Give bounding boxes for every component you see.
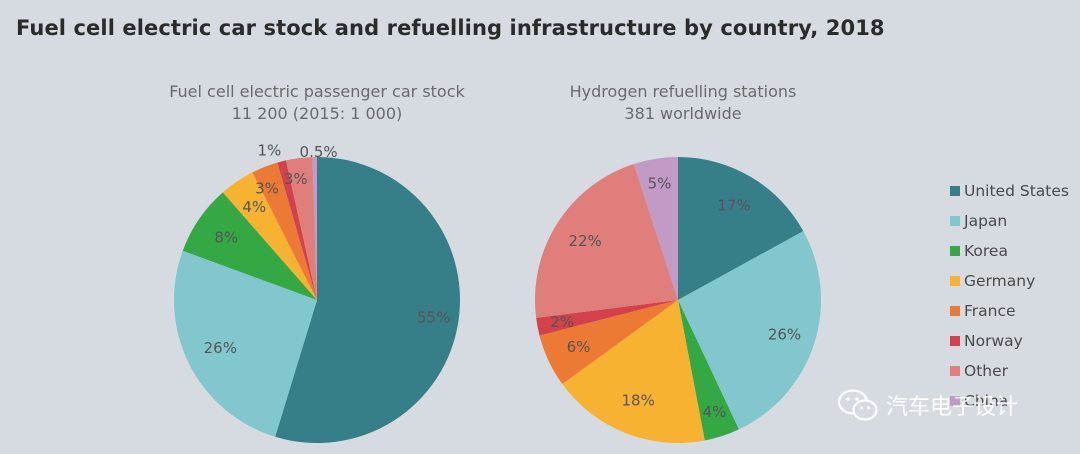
car-stock-slice-china	[312, 157, 317, 300]
legend-label-korea: Korea	[964, 242, 1008, 260]
car-stock-label-japan: 26%	[204, 339, 237, 357]
refuelling-stations-pie: 17% 26% 4% 18% 6% 2% 22% 5%	[535, 157, 821, 444]
car-stock-label-other: 3%	[284, 170, 308, 188]
car-stock-label-france: 3%	[255, 179, 279, 197]
car-stock-label-germany: 4%	[242, 198, 266, 216]
watermark: 汽车电子设计	[836, 388, 1018, 422]
car-stock-slice-united-states	[275, 157, 461, 444]
legend-item-korea: Korea	[950, 236, 1069, 266]
stations-slice-korea	[678, 300, 739, 441]
stations-label-united-states: 17%	[717, 196, 750, 214]
car-stock-label-korea: 8%	[214, 229, 238, 247]
stations-slice-other	[535, 164, 678, 318]
car-stock-slice-japan	[173, 250, 317, 437]
left-pie-total: 11 200 (2015: 1 000)	[231, 104, 403, 123]
legend-swatch-united-states	[950, 186, 960, 196]
legend-item-norway: Norway	[950, 326, 1069, 356]
legend-item-china: China	[950, 386, 1069, 416]
legend-item-germany: Germany	[950, 266, 1069, 296]
stations-slice-france	[539, 300, 678, 385]
right-pie-total: 381 worldwide	[624, 104, 742, 123]
stations-label-korea: 4%	[703, 403, 727, 421]
car-stock-label-united-states: 55%	[417, 309, 450, 327]
right-pie-subtitle: Hydrogen refuelling stations 381 worldwi…	[528, 81, 838, 125]
car-stock-slice-other	[285, 157, 317, 300]
chart-title: Fuel cell electric car stock and refuell…	[16, 16, 885, 40]
legend-label-norway: Norway	[964, 332, 1023, 350]
legend-item-france: France	[950, 296, 1069, 326]
left-pie-subtitle: Fuel cell electric passenger car stock 1…	[152, 81, 482, 125]
legend-label-japan: Japan	[964, 212, 1008, 230]
legend-swatch-other	[950, 366, 960, 376]
stations-slice-united-states	[678, 157, 804, 300]
stations-label-france: 6%	[567, 338, 591, 356]
legend-item-japan: Japan	[950, 206, 1069, 236]
legend-swatch-korea	[950, 246, 960, 256]
legend-swatch-germany	[950, 276, 960, 286]
legend-swatch-france	[950, 306, 960, 316]
stations-label-other: 22%	[568, 232, 601, 250]
right-pie-title: Hydrogen refuelling stations	[569, 82, 797, 101]
stations-slice-germany	[562, 300, 705, 444]
stations-label-japan: 26%	[768, 326, 801, 344]
legend-swatch-norway	[950, 336, 960, 346]
stations-label-germany: 18%	[622, 391, 655, 409]
car-stock-pie: 55%26%8%4%3%1%3%0.5%	[173, 142, 461, 444]
car-stock-label-norway: 1%	[258, 142, 282, 160]
legend-swatch-china	[950, 396, 960, 406]
legend-label-france: France	[964, 302, 1016, 320]
legend-label-other: Other	[964, 362, 1009, 380]
car-stock-slice-france	[252, 162, 317, 300]
legend-swatch-japan	[950, 216, 960, 226]
stations-slice-china	[633, 157, 678, 300]
legend-label-united-states: United States	[964, 182, 1069, 200]
car-stock-label-china: 0.5%	[300, 143, 338, 161]
car-stock-slice-norway	[277, 160, 317, 300]
wechat-logo-icon	[837, 389, 878, 421]
stations-label-norway: 2%	[550, 313, 574, 331]
stations-slice-norway	[536, 300, 678, 336]
legend-label-germany: Germany	[964, 272, 1036, 290]
legend: United States Japan Korea Germany France Norw…	[950, 176, 1069, 416]
legend-item-other: Other	[950, 356, 1069, 386]
car-stock-slice-germany	[222, 172, 317, 300]
stations-label-china: 5%	[648, 175, 672, 193]
legend-label-china: China	[964, 392, 1009, 410]
left-pie-title: Fuel cell electric passenger car stock	[169, 82, 465, 101]
stations-slice-japan	[678, 231, 821, 430]
watermark-text: 汽车电子设计	[886, 395, 1019, 420]
car-stock-slice-korea	[182, 192, 317, 300]
legend-item-united-states: United States	[950, 176, 1069, 206]
